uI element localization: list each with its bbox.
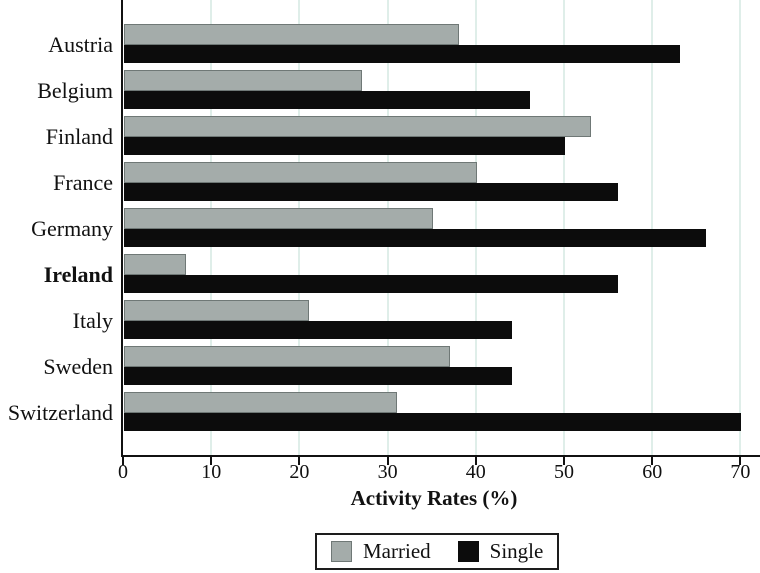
category-label-sweden: Sweden xyxy=(43,353,113,379)
bar-single-austria xyxy=(124,45,680,64)
gridline-70 xyxy=(739,0,742,455)
legend: Married Single xyxy=(315,533,560,570)
bar-married-switzerland xyxy=(124,391,398,413)
x-tick-label-40: 40 xyxy=(465,461,486,483)
x-tick-40 xyxy=(474,457,477,465)
x-tick-label-30: 30 xyxy=(377,461,398,483)
legend-label-married: Married xyxy=(363,539,431,563)
bar-single-ireland xyxy=(124,274,618,293)
bar-married-italy xyxy=(124,299,310,321)
bar-married-ireland xyxy=(124,253,186,275)
x-tick-label-20: 20 xyxy=(289,461,310,483)
x-tick-0 xyxy=(122,457,124,465)
bar-single-germany xyxy=(124,228,707,247)
category-label-italy: Italy xyxy=(72,307,113,333)
x-tick-60 xyxy=(651,457,654,465)
legend-swatch-single xyxy=(457,541,479,562)
category-label-france: France xyxy=(53,170,113,196)
x-axis-line xyxy=(121,455,760,457)
bar-single-italy xyxy=(124,320,513,339)
x-axis-title: Activity Rates (%) xyxy=(350,486,518,510)
bar-married-austria xyxy=(124,24,460,46)
category-label-finland: Finland xyxy=(45,124,113,150)
bar-married-sweden xyxy=(124,345,451,367)
gridline-60 xyxy=(651,0,654,455)
legend-swatch-married xyxy=(331,541,352,562)
bar-single-belgium xyxy=(124,91,530,110)
x-tick-label-10: 10 xyxy=(201,461,222,483)
category-label-belgium: Belgium xyxy=(37,78,113,104)
x-tick-10 xyxy=(210,457,213,465)
x-tick-70 xyxy=(739,457,742,465)
category-label-austria: Austria xyxy=(48,32,113,58)
x-tick-30 xyxy=(386,457,389,465)
x-tick-label-50: 50 xyxy=(554,461,574,483)
bar-married-germany xyxy=(124,207,433,229)
x-tick-20 xyxy=(298,457,301,465)
bar-single-france xyxy=(124,183,618,202)
category-label-germany: Germany xyxy=(31,215,113,241)
bar-single-sweden xyxy=(124,366,513,385)
legend-label-single: Single xyxy=(489,539,544,563)
bar-married-belgium xyxy=(124,70,363,92)
gridline-40 xyxy=(474,0,477,455)
x-tick-label-70: 70 xyxy=(730,461,751,483)
x-tick-label-0: 0 xyxy=(118,461,128,483)
bar-married-france xyxy=(124,162,477,184)
gridline-50 xyxy=(563,0,565,455)
category-label-ireland: Ireland xyxy=(43,261,113,287)
category-label-switzerland: Switzerland xyxy=(7,399,113,425)
y-axis-line xyxy=(121,0,123,457)
bar-single-switzerland xyxy=(124,412,742,431)
x-tick-label-60: 60 xyxy=(642,461,663,483)
bar-single-finland xyxy=(124,137,565,156)
x-tick-50 xyxy=(563,457,565,465)
bar-married-finland xyxy=(124,116,592,138)
